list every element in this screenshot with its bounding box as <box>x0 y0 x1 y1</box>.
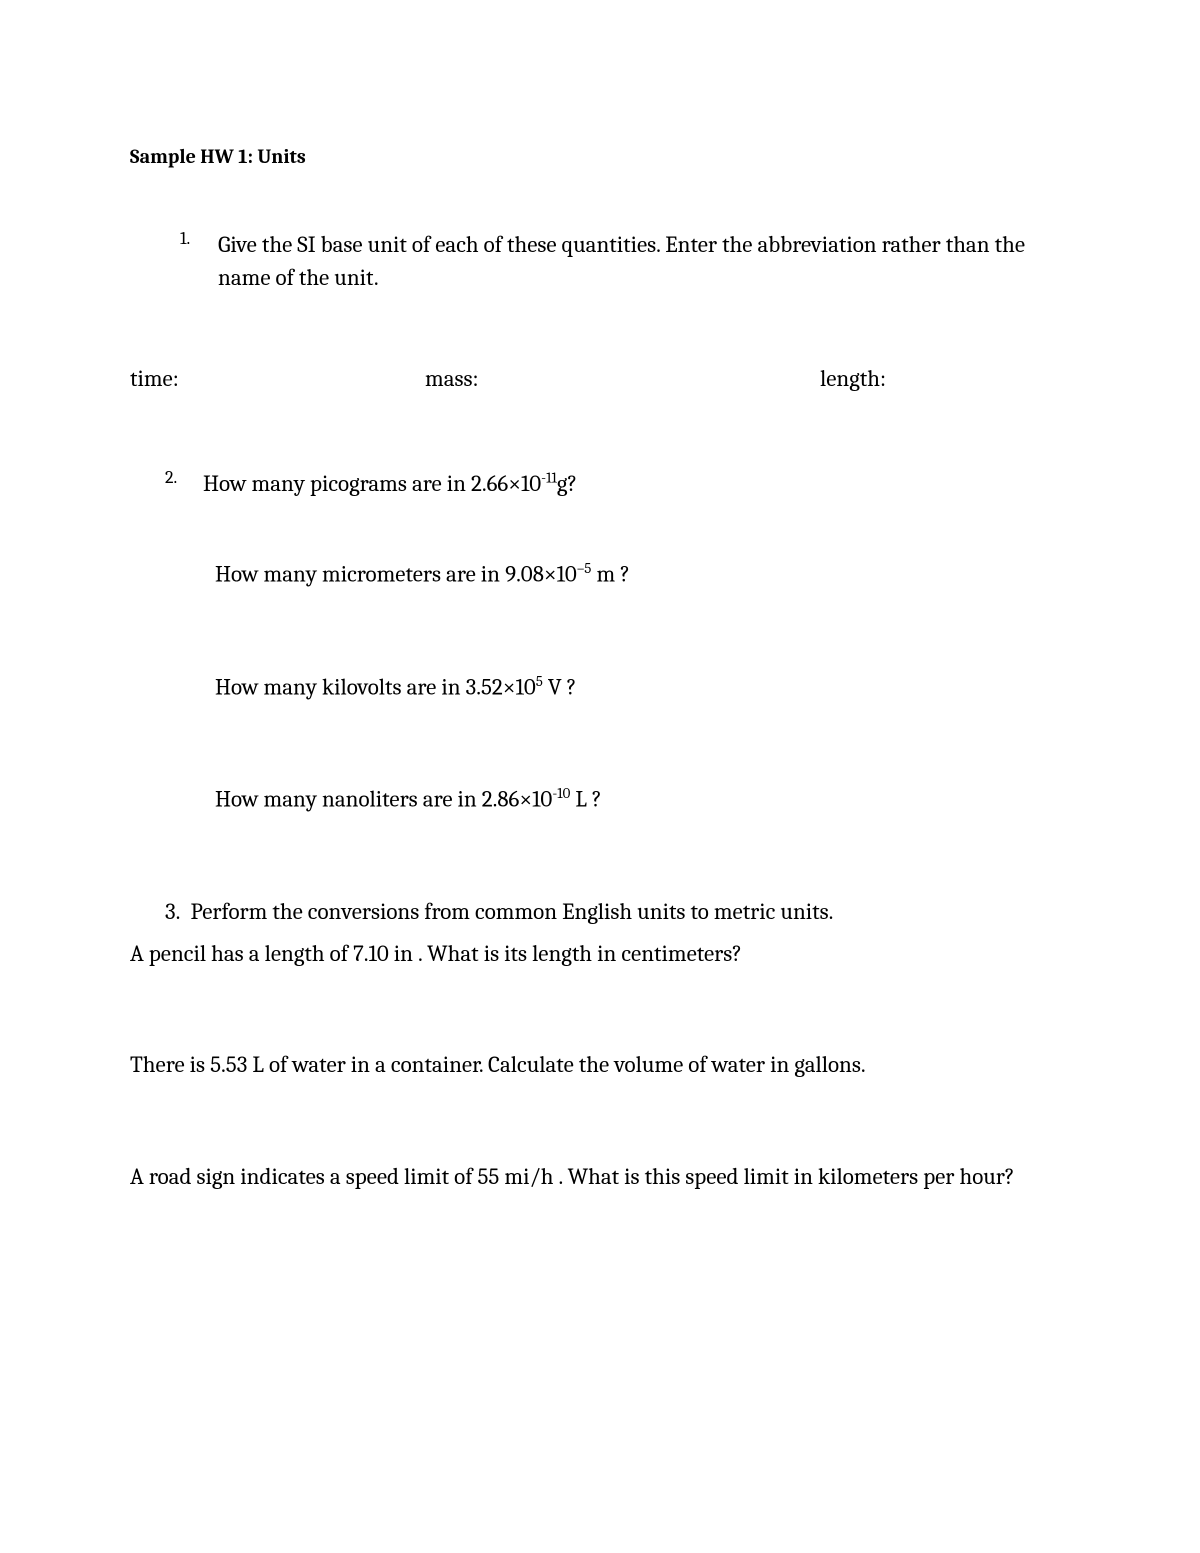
unit-mass-label: mass: <box>425 365 820 392</box>
question-1: 1. Give the SI base unit of each of thes… <box>180 228 1070 295</box>
q3-sub-c: A road sign indicates a speed limit of 5… <box>130 1160 1070 1193</box>
q2-number: 2. <box>165 467 185 488</box>
q3-sub-b: There is 5.53 L of water in a container.… <box>130 1048 1070 1081</box>
units-row: time: mass: length: <box>130 365 1070 392</box>
question-2: 2. How many picograms are in 2.66×10-11g… <box>165 467 1070 500</box>
q2-sub-b: How many micrometers are in 9.08×10–5 m … <box>215 560 1070 588</box>
q1-number: 1. <box>180 228 200 249</box>
unit-length-label: length: <box>820 365 886 392</box>
q2-sub-c: How many kilovolts are in 3.52×105 V ? <box>215 673 1070 701</box>
q1-text: Give the SI base unit of each of these q… <box>218 228 1070 295</box>
q2-text: How many picograms are in 2.66×10-11g? <box>203 467 577 500</box>
q3-sub-a: A pencil has a length of 7.10 in . What … <box>130 937 1070 970</box>
q2-sub-d: How many nanoliters are in 2.86×10-10 L … <box>215 785 1070 813</box>
q3-text: Perform the conversions from common Engl… <box>190 898 833 925</box>
document-header: Sample HW 1: Units <box>130 145 1070 168</box>
unit-time-label: time: <box>130 365 425 392</box>
q3-number: 3. <box>165 898 180 925</box>
question-3: 3. Perform the conversions from common E… <box>165 898 1070 925</box>
